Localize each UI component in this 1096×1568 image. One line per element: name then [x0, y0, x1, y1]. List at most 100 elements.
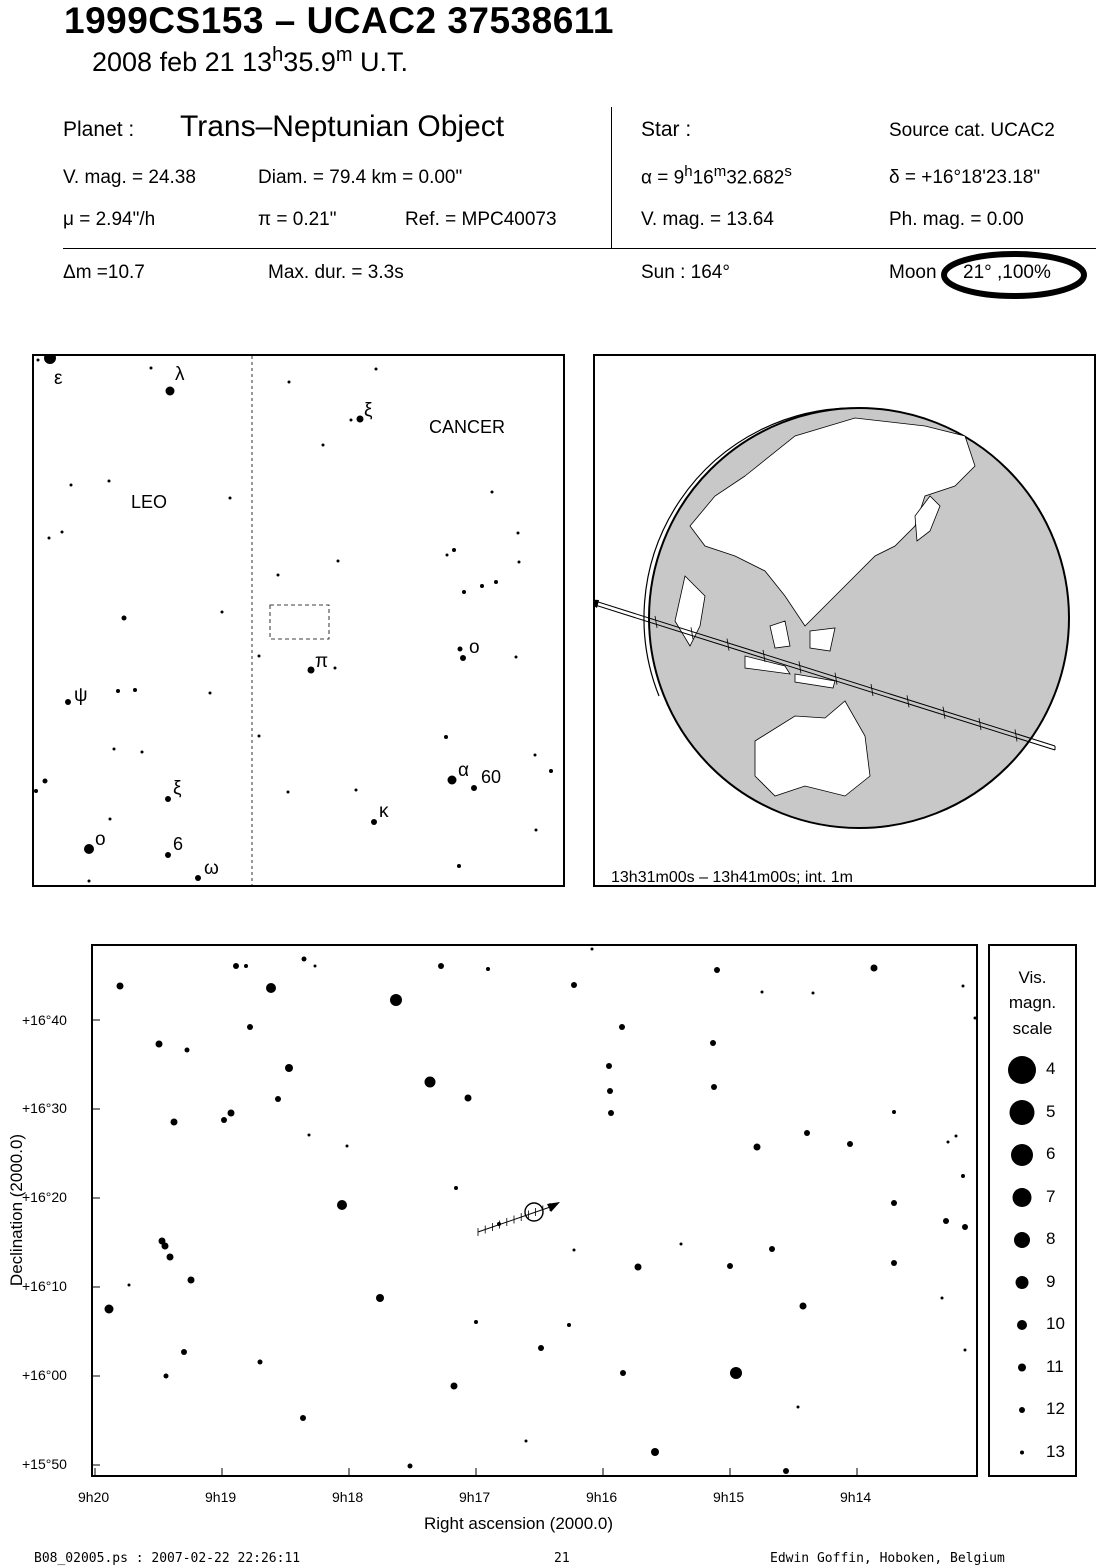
legend-mag-label: 4	[1046, 1059, 1056, 1078]
dec-tick-label: +16°30	[22, 1100, 67, 1116]
shadow-direction-arrow	[595, 599, 599, 608]
finder-star	[452, 548, 456, 552]
path-tick	[942, 706, 946, 719]
max-duration: Max. dur. = 3.3s	[268, 262, 404, 283]
field-star	[524, 1439, 528, 1443]
constellation-leo: LEO	[131, 492, 167, 512]
finder-star	[490, 490, 494, 494]
globe-panel: 13h31m00s – 13h41m00s; int. 1m	[593, 354, 1096, 887]
star-label-pi: π	[315, 651, 328, 672]
field-star	[954, 1134, 958, 1138]
finder-star	[480, 584, 484, 588]
object-path	[477, 1204, 557, 1233]
path-tick	[654, 615, 658, 628]
delta-mag: Δm =10.7	[63, 262, 145, 283]
finder-star	[34, 789, 38, 793]
field-star	[301, 956, 307, 962]
finder-star	[333, 666, 337, 670]
finder-chart: LEO CANCER ε λ ξ ψ π ο α κ ξ ο ω 60 6	[32, 354, 565, 887]
dec-tick-label: +15°50	[22, 1456, 67, 1472]
path-tick	[834, 672, 838, 685]
star-label: Star :	[641, 118, 692, 141]
legend-mag-label: 11	[1046, 1356, 1064, 1376]
finder-star	[149, 366, 153, 370]
ra-tick-label: 9h17	[459, 1489, 491, 1505]
finder-star	[195, 875, 201, 881]
field-star	[811, 991, 815, 995]
legend-mag-label: 9	[1046, 1271, 1056, 1291]
finder-star	[121, 615, 127, 621]
field-star	[963, 1348, 967, 1352]
field-star	[233, 963, 239, 969]
finder-star	[286, 790, 290, 794]
dec-tick-label: +16°10	[22, 1278, 67, 1294]
constellation-cancer: CANCER	[429, 417, 505, 437]
dec-tick-label: +16°40	[22, 1012, 67, 1028]
field-star	[753, 1143, 761, 1151]
dec-tick-label: +16°00	[22, 1367, 67, 1383]
footer-author: Edwin Goffin, Hoboken, Belgium	[770, 1551, 1005, 1566]
finder-stars	[34, 356, 553, 883]
field-star	[313, 964, 317, 968]
detail-chart-svg	[93, 947, 976, 1475]
field-star	[170, 1118, 178, 1126]
planet-type: Trans–Neptunian Object	[180, 110, 505, 143]
field-star	[227, 1109, 235, 1117]
field-star	[710, 1040, 716, 1046]
field-star	[567, 1323, 571, 1327]
field-star	[571, 982, 577, 988]
field-star	[184, 1047, 190, 1053]
field-star	[454, 1186, 458, 1190]
legend-mag-label: 8	[1046, 1229, 1056, 1248]
field-star	[973, 1016, 976, 1020]
magnitude-legend: Vis. magn. scale 4 5 6 7 8 9 10 11 12 13	[988, 944, 1077, 1477]
finder-star	[69, 483, 73, 487]
finder-star	[471, 785, 477, 791]
field-star	[619, 1024, 625, 1030]
ra-tick-label: 9h14	[840, 1489, 872, 1505]
field-star	[590, 947, 594, 951]
field-star	[783, 1468, 789, 1474]
legend-title: Vis.	[1018, 968, 1047, 987]
planet-reference: Ref. = MPC40073	[405, 209, 557, 230]
info-divider	[611, 107, 612, 248]
target-star-circle	[524, 1202, 544, 1222]
star-label-alpha: α	[458, 760, 469, 781]
detail-stars	[104, 947, 976, 1474]
finder-star	[36, 358, 40, 362]
finder-star	[220, 610, 224, 614]
field-star	[163, 1373, 169, 1379]
legend-mag-label: 13	[1046, 1441, 1065, 1461]
sun-elongation: Sun : 164°	[641, 262, 730, 283]
finder-star	[321, 443, 325, 447]
finder-star	[165, 852, 171, 858]
field-star	[221, 1117, 227, 1123]
finder-star	[44, 356, 56, 364]
field-star	[275, 1096, 281, 1102]
planet-parallax: π = 0.21"	[258, 209, 337, 230]
legend-dots	[1008, 1056, 1036, 1455]
finder-star	[87, 879, 91, 883]
field-star	[464, 1094, 472, 1102]
planet-label: Planet :	[63, 118, 135, 141]
finder-star	[445, 553, 449, 557]
finder-star	[516, 531, 520, 535]
planet-vmag: V. mag. = 24.38	[63, 167, 196, 188]
planet-diameter: Diam. = 79.4 km = 0.00"	[258, 167, 463, 188]
finder-star	[494, 580, 498, 584]
finder-star	[349, 418, 353, 422]
finder-star	[444, 735, 448, 739]
finder-star	[140, 750, 144, 754]
info-rule	[63, 248, 1096, 249]
continent-australia	[754, 700, 871, 797]
x-axis-label: Right ascension (2000.0)	[424, 1514, 614, 1533]
field-star	[166, 1253, 174, 1261]
star-label-omicron-leo: ο	[95, 829, 106, 850]
globe-caption: 13h31m00s – 13h41m00s; int. 1m	[611, 869, 853, 885]
field-star	[307, 1133, 311, 1137]
y-axis-label: Declination (2000.0)	[7, 1133, 26, 1287]
finder-star	[287, 380, 291, 384]
finder-star	[257, 654, 261, 658]
star-label-60: 60	[481, 767, 501, 787]
field-star	[155, 1040, 163, 1048]
